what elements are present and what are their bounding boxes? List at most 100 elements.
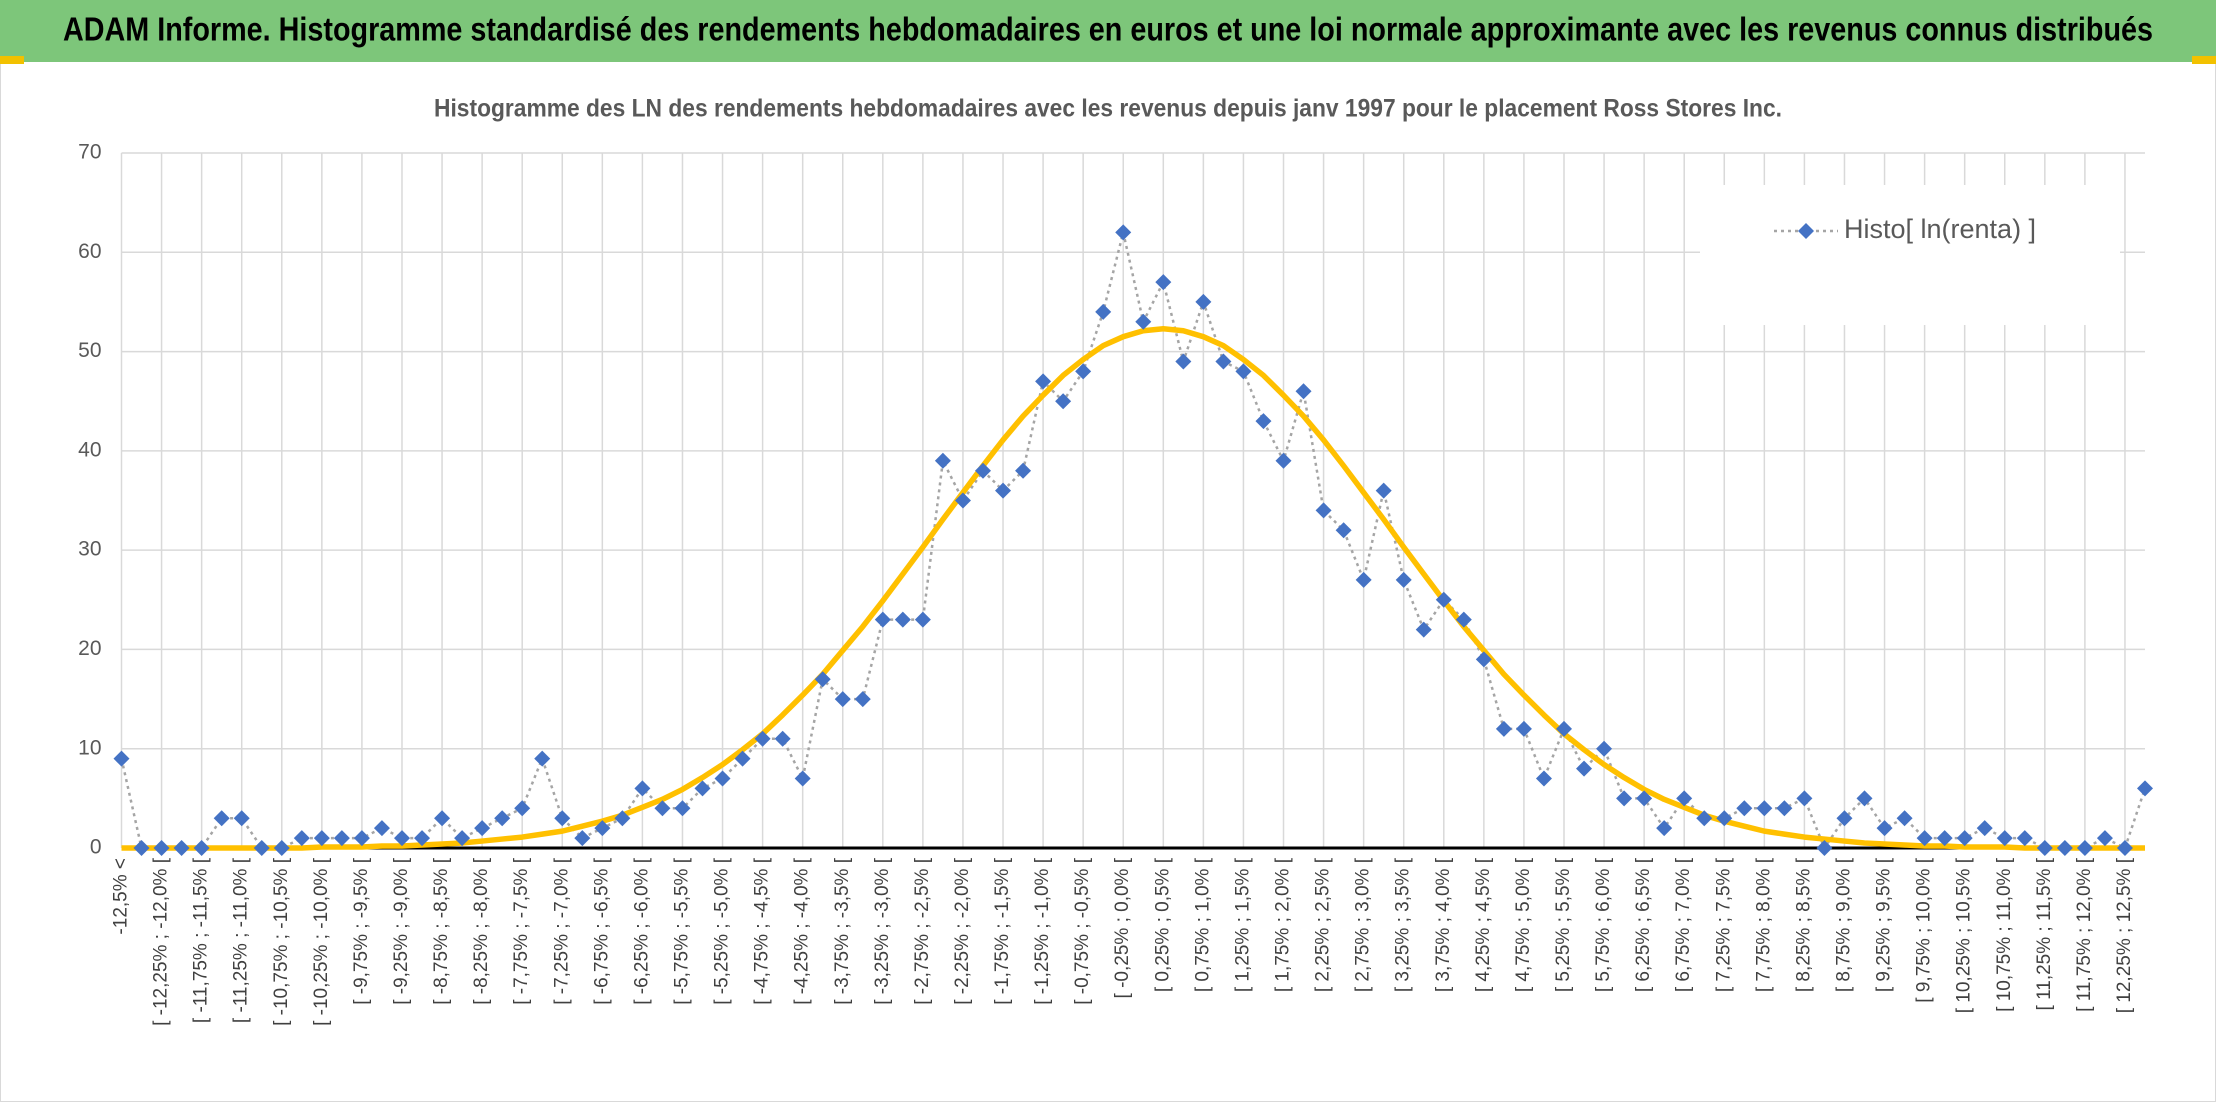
x-tick-label: [ -0,25% ; 0,0% [ [1112, 857, 1133, 998]
x-tick-label: [ 5,25% ; 5,5% [ [1553, 857, 1574, 992]
marker [2056, 840, 2073, 856]
x-tick-label: [ -5,25% ; -5,0% [ [712, 857, 733, 1005]
marker [1075, 363, 1092, 380]
marker [1495, 720, 1512, 737]
x-tick-label: [ 7,25% ; 7,5% [ [1713, 857, 1734, 992]
x-tick-label: [ 1,25% ; 1,5% [ [1232, 857, 1253, 992]
marker [333, 830, 350, 847]
x-tick-label: [ 2,25% ; 2,5% [ [1313, 857, 1334, 992]
marker [754, 730, 771, 747]
marker [1195, 293, 1212, 310]
marker [1936, 830, 1953, 847]
legend-box [1700, 185, 2120, 325]
x-tick-label: [ 9,25% ; 9,5% [ [1874, 857, 1895, 992]
legend-label: Histo[ ln(renta) ] [1844, 214, 2036, 244]
marker [1576, 760, 1593, 777]
x-tick-label: [ -9,75% ; -9,5% [ [351, 857, 372, 1005]
x-tick-label: [ -8,75% ; -8,5% [ [431, 857, 452, 1005]
fit-curve [121, 325, 2145, 851]
marker [834, 691, 851, 708]
x-tick-label: [ -1,25% ; -1,0% [ [1032, 857, 1053, 1005]
marker [1015, 462, 1032, 479]
marker [1916, 830, 1933, 847]
marker [1475, 651, 1492, 668]
legend: Histo[ ln(renta) ] [1700, 185, 2120, 325]
y-tick-label: 70 [78, 141, 101, 164]
marker [2137, 780, 2153, 797]
marker [1856, 790, 1873, 807]
marker [814, 671, 831, 688]
marker [2036, 840, 2053, 856]
marker [774, 730, 791, 747]
marker [273, 840, 290, 856]
marker [1736, 800, 1753, 817]
x-tick-label: [ -7,75% ; -7,5% [ [511, 857, 532, 1005]
marker [1375, 482, 1392, 499]
x-tick-label: -12,5% < [111, 858, 132, 935]
x-tick-label: [ 11,25% ; 11,5% [ [2034, 857, 2055, 1010]
x-tick-label: [ 8,25% ; 8,5% [ [1793, 857, 1814, 992]
marker [1435, 591, 1452, 608]
marker [1335, 522, 1352, 539]
marker [1135, 313, 1152, 330]
marker [1696, 810, 1713, 827]
marker [1315, 502, 1332, 519]
marker [1876, 820, 1893, 837]
x-tick-label: [ 7,75% ; 8,0% [ [1753, 857, 1774, 992]
x-tick-label: [ -8,25% ; -8,0% [ [471, 857, 492, 1005]
page-title: ADAM Informe. Histogramme standardisé de… [63, 11, 2153, 48]
marker [113, 750, 130, 767]
marker [534, 750, 551, 767]
marker [554, 810, 571, 827]
marker [1215, 353, 1232, 370]
header-band [0, 0, 2216, 62]
marker [1836, 810, 1853, 827]
marker [454, 830, 471, 847]
marker [854, 691, 871, 708]
marker [634, 780, 651, 797]
legend-marker [1798, 223, 1814, 239]
x-tick-label: [ 2,75% ; 3,0% [ [1353, 857, 1374, 992]
marker [1596, 740, 1613, 757]
marker [1095, 303, 1112, 320]
marker [995, 482, 1012, 499]
marker [1035, 373, 1052, 390]
corner-mark [2192, 56, 2216, 64]
x-tick-label: [ -11,75% ; -11,5% [ [191, 857, 212, 1023]
x-tick-label: [ -6,25% ; -6,0% [ [631, 857, 652, 1005]
marker [393, 830, 410, 847]
x-tick-label: [ 10,75% ; 11,0% [ [1994, 857, 2015, 1012]
marker [1115, 224, 1132, 241]
x-tick-label: [ 10,25% ; 10,5% [ [1954, 857, 1975, 1013]
marker [1996, 830, 2013, 847]
marker [874, 611, 891, 628]
marker [734, 750, 751, 767]
marker [1455, 611, 1472, 628]
x-tick-label: [ -12,25% ; -12,0% [ [151, 857, 172, 1026]
x-tick-label: [ 4,25% ; 4,5% [ [1473, 857, 1494, 992]
y-tick-label: 30 [78, 538, 101, 561]
marker [293, 830, 310, 847]
marker [193, 840, 210, 856]
x-tick-label: [ -7,25% ; -7,0% [ [551, 857, 572, 1005]
y-tick-label: 0 [90, 836, 102, 859]
x-tick-label: [ -3,25% ; -3,0% [ [872, 857, 893, 1005]
x-tick-label: [ -9,25% ; -9,0% [ [391, 857, 412, 1005]
marker [1535, 770, 1552, 787]
x-tick-label: [ 9,75% ; 10,0% [ [1914, 857, 1935, 1002]
marker [2116, 840, 2133, 856]
marker [1155, 274, 1172, 291]
x-tick-label: [ 3,75% ; 4,0% [ [1433, 857, 1454, 992]
marker [414, 830, 431, 847]
marker [674, 800, 691, 817]
marker [2076, 840, 2093, 856]
marker [934, 452, 951, 469]
marker [1395, 571, 1412, 588]
marker [514, 800, 531, 817]
marker [1515, 720, 1532, 737]
marker [794, 770, 811, 787]
marker [1716, 810, 1733, 827]
marker [173, 840, 190, 856]
marker [1235, 363, 1252, 380]
